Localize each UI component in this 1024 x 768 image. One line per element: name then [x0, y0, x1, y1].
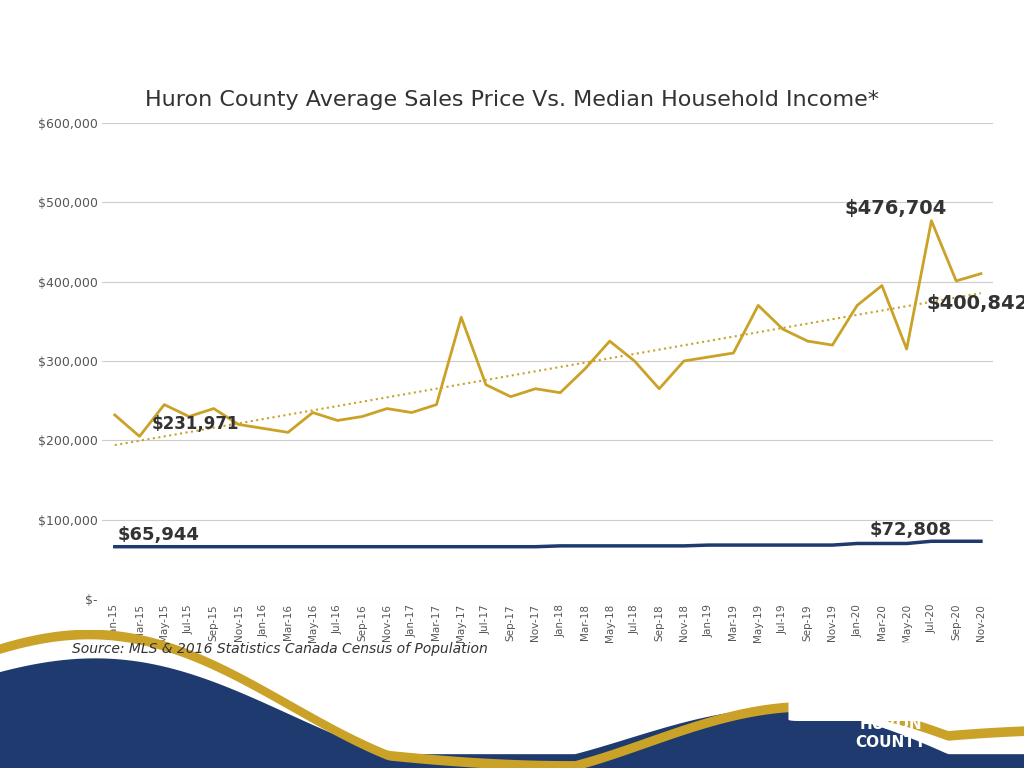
- FancyBboxPatch shape: [788, 642, 993, 721]
- Text: Source: MLS & 2016 Statistics Canada Census of Population: Source: MLS & 2016 Statistics Canada Cen…: [72, 642, 487, 656]
- Text: $72,808: $72,808: [869, 521, 951, 539]
- Text: $231,971: $231,971: [152, 415, 240, 433]
- Legend: Average Sales Price - Huron County, Median Household Income, Huron County, Linea: Average Sales Price - Huron County, Medi…: [33, 751, 974, 768]
- Text: Huron County Average Sales Price Vs. Median Household Income*: Huron County Average Sales Price Vs. Med…: [145, 90, 879, 110]
- Text: $65,944: $65,944: [117, 526, 199, 545]
- Text: $476,704: $476,704: [845, 200, 947, 218]
- Text: $400,842: $400,842: [927, 293, 1024, 313]
- Text: HURON
COUNTY: HURON COUNTY: [855, 717, 927, 750]
- Polygon shape: [0, 630, 1024, 768]
- Polygon shape: [0, 658, 1024, 768]
